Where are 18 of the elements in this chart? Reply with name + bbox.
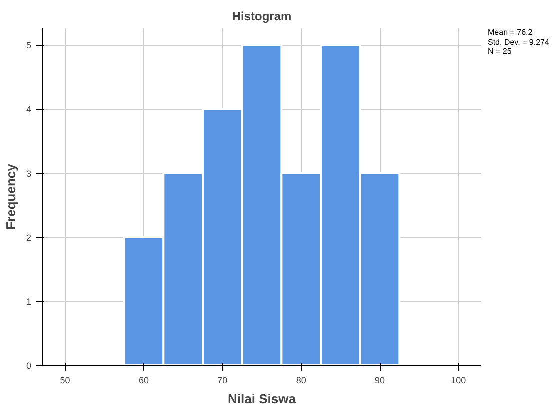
x-tick-label: 60 (138, 376, 149, 386)
text: Std. Dev. = 9.274 (488, 38, 550, 47)
y-tick-label: 2 (26, 232, 32, 243)
x-axis-title: Nilai Siswa (228, 392, 297, 406)
y-tick-label: 4 (26, 104, 32, 115)
x-tick-label: 100 (451, 376, 466, 386)
text: Mean = 76.2 (488, 28, 533, 37)
text: N = 25 (488, 47, 512, 56)
x-tick-label: 90 (375, 376, 386, 386)
x-tick-label: 70 (218, 376, 228, 386)
chart-title: Histogram (232, 10, 292, 24)
x-tick-label: 80 (296, 376, 306, 386)
y-tick-label: 0 (26, 361, 32, 371)
y-tick-label: 3 (26, 168, 32, 179)
y-tick-label: 1 (26, 296, 32, 307)
y-axis-title: Frequency (3, 163, 18, 230)
y-tick-label: 5 (26, 40, 32, 51)
x-tick-label: 50 (60, 376, 70, 386)
